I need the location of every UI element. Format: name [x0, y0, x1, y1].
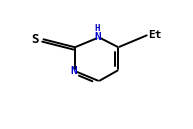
Text: S: S [32, 33, 39, 46]
Text: H: H [95, 24, 100, 33]
Text: Et: Et [148, 30, 162, 40]
Text: N: N [70, 66, 77, 76]
Text: N: N [94, 32, 101, 42]
